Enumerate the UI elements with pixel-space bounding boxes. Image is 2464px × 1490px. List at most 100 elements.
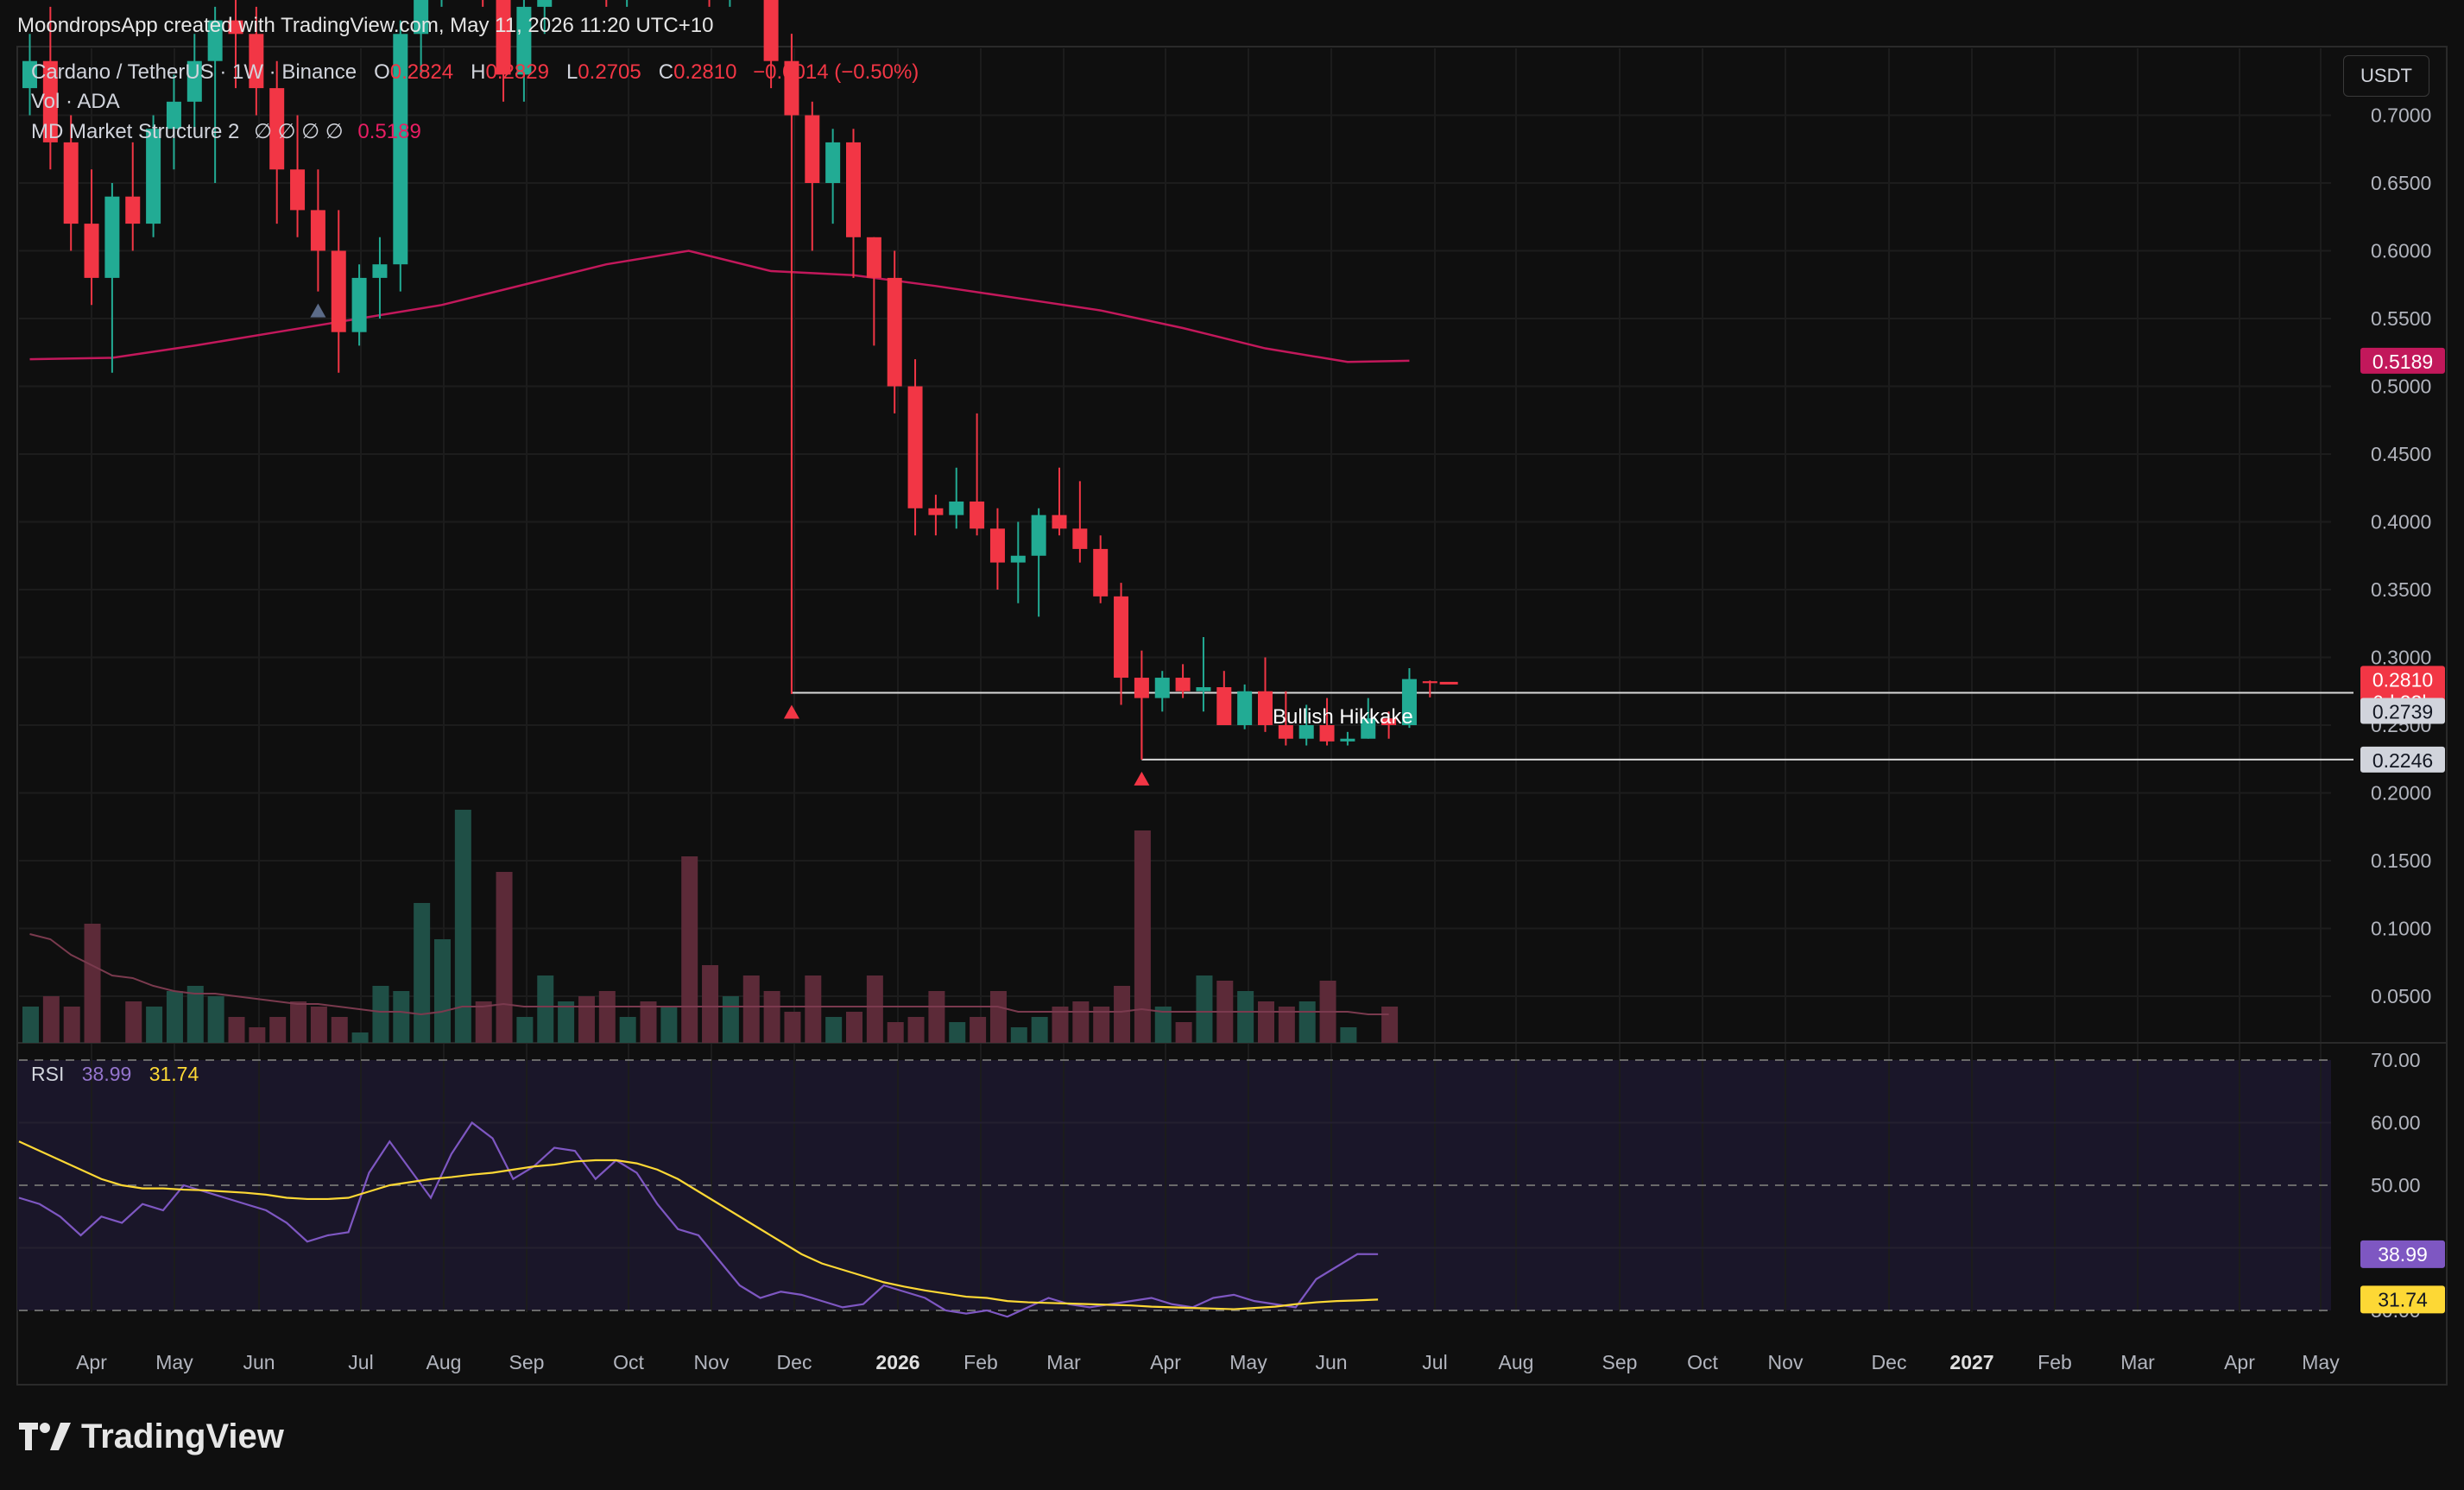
volume-bar-31 bbox=[660, 1007, 678, 1043]
candle-body-11 bbox=[249, 34, 264, 89]
rsi-tick-1: 60.00 bbox=[2371, 1112, 2421, 1134]
volume-bar-47 bbox=[989, 991, 1007, 1043]
moving-average-line bbox=[29, 249, 1410, 363]
candle-body-68 bbox=[1422, 681, 1437, 684]
volume-bar-53 bbox=[1114, 986, 1131, 1043]
volume-bar-32 bbox=[681, 856, 698, 1043]
time-tick-9: 2026 bbox=[875, 1351, 919, 1373]
volume-bar-48 bbox=[1010, 1027, 1027, 1043]
volume-bar-54 bbox=[1134, 830, 1151, 1043]
volume-bar-36 bbox=[763, 991, 780, 1043]
volume-bar-6 bbox=[146, 1007, 163, 1043]
candle-body-8 bbox=[186, 60, 202, 102]
price-tick-4: 0.5000 bbox=[2371, 376, 2431, 398]
candle-body-48 bbox=[1010, 555, 1026, 563]
volume-ma-path bbox=[29, 933, 1389, 1016]
rsi-line bbox=[18, 1121, 1379, 1318]
last-price-badge-text-0: 0.2810 bbox=[2372, 668, 2433, 691]
volume-bar-11 bbox=[249, 1027, 266, 1043]
volume-bar-18 bbox=[393, 991, 410, 1043]
tradingview-logo-text: TradingView bbox=[81, 1417, 284, 1455]
time-tick-19: Nov bbox=[1768, 1351, 1804, 1373]
candle-body-55 bbox=[1154, 678, 1170, 698]
candlestick-series bbox=[22, 0, 1458, 760]
candle-body-0 bbox=[22, 60, 37, 89]
volume-bars bbox=[22, 810, 1399, 1043]
ohlc-close: C0.2810 bbox=[658, 60, 737, 84]
candle-body-37 bbox=[784, 60, 799, 116]
volume-bar-38 bbox=[805, 975, 822, 1043]
candle-body-53 bbox=[1114, 596, 1129, 679]
candle-body-67 bbox=[1401, 679, 1417, 725]
rsi-badge-bg bbox=[2360, 1240, 2445, 1268]
symbol-legend[interactable]: Cardano / TetherUS · 1W · Binance O0.282… bbox=[31, 60, 919, 85]
candle-body-2 bbox=[63, 142, 79, 224]
volume-bar-15 bbox=[331, 1017, 348, 1043]
candle-body-66 bbox=[1381, 718, 1397, 725]
swing-marker-1 bbox=[783, 704, 799, 719]
tradingview-logo[interactable]: TradingView bbox=[19, 1417, 284, 1456]
volume-bar-3 bbox=[84, 924, 101, 1043]
volume-bar-37 bbox=[784, 1012, 801, 1043]
volume-bar-51 bbox=[1072, 1001, 1090, 1043]
candle-body-13 bbox=[290, 169, 306, 211]
candle-body-45 bbox=[949, 501, 964, 515]
candle-body-41 bbox=[866, 237, 881, 278]
time-tick-4: Aug bbox=[426, 1351, 462, 1373]
time-tick-14: Jun bbox=[1315, 1351, 1347, 1373]
volume-legend[interactable]: Vol · ADA bbox=[31, 90, 120, 113]
volume-bar-33 bbox=[702, 965, 719, 1043]
ohlc-low: L0.2705 bbox=[565, 60, 641, 84]
candle-body-36 bbox=[763, 0, 779, 61]
currency-button[interactable]: USDT bbox=[2343, 55, 2429, 97]
candle-body-44 bbox=[928, 508, 944, 515]
candle-body-38 bbox=[805, 115, 820, 183]
price-tick-6: 0.4000 bbox=[2371, 511, 2431, 533]
candle-body-42 bbox=[887, 277, 902, 387]
chart-credit: MoondropsApp created with TradingView.co… bbox=[17, 14, 714, 37]
time-tick-18: Oct bbox=[1687, 1351, 1718, 1373]
time-tick-13: May bbox=[1229, 1351, 1267, 1373]
candle-body-52 bbox=[1093, 548, 1109, 597]
candle-body-58 bbox=[1216, 687, 1232, 725]
rsi-ma-value-label: 31.74 bbox=[149, 1063, 199, 1085]
time-tick-1: May bbox=[155, 1351, 193, 1373]
candle-body-54 bbox=[1134, 678, 1149, 698]
time-tick-16: Aug bbox=[1499, 1351, 1534, 1373]
volume-bar-50 bbox=[1052, 1007, 1069, 1043]
volume-bar-60 bbox=[1258, 1001, 1274, 1043]
volume-bar-27 bbox=[578, 996, 595, 1043]
rsi-tick-2: 50.00 bbox=[2371, 1174, 2421, 1196]
candle-body-63 bbox=[1319, 725, 1335, 742]
md-value: 0.5189 bbox=[357, 120, 421, 143]
time-tick-23: Mar bbox=[2120, 1351, 2155, 1373]
candle-body-51 bbox=[1072, 528, 1088, 549]
md-market-structure-legend[interactable]: MD Market Structure 2 ∅ ∅ ∅ ∅ 0.5189 bbox=[31, 119, 421, 144]
volume-bar-56 bbox=[1175, 1022, 1192, 1043]
price-tick-3: 0.5500 bbox=[2371, 307, 2431, 330]
rsi-ma-line bbox=[18, 1140, 1379, 1310]
candle-body-1 bbox=[42, 60, 58, 142]
candle-body-47 bbox=[989, 528, 1005, 563]
volume-bar-52 bbox=[1093, 1007, 1110, 1043]
volume-bar-20 bbox=[434, 939, 451, 1043]
time-tick-6: Oct bbox=[613, 1351, 644, 1373]
candle-body-7 bbox=[166, 101, 181, 129]
candle-body-64 bbox=[1340, 738, 1355, 742]
volume-bar-57 bbox=[1196, 975, 1213, 1043]
time-axis: Apr May Jun Jul Aug Sep Oct Nov Dec 2026 Feb Mar Apr… bbox=[76, 1351, 2340, 1373]
candle-body-14 bbox=[310, 210, 325, 251]
volume-bar-25 bbox=[537, 975, 554, 1043]
ohlc-open: O0.2824 bbox=[374, 60, 454, 84]
candle-body-46 bbox=[970, 501, 985, 529]
volume-bar-10 bbox=[228, 1017, 245, 1043]
volume-bar-62 bbox=[1298, 1001, 1316, 1043]
md-label: MD Market Structure 2 bbox=[31, 120, 240, 143]
volume-bar-61 bbox=[1278, 1007, 1295, 1043]
volume-bar-29 bbox=[619, 1017, 636, 1043]
price-tick-10: 0.2000 bbox=[2371, 782, 2431, 805]
volume-bar-24 bbox=[516, 1017, 534, 1043]
candle-body-16 bbox=[351, 277, 367, 332]
swing-markers bbox=[310, 303, 1150, 786]
